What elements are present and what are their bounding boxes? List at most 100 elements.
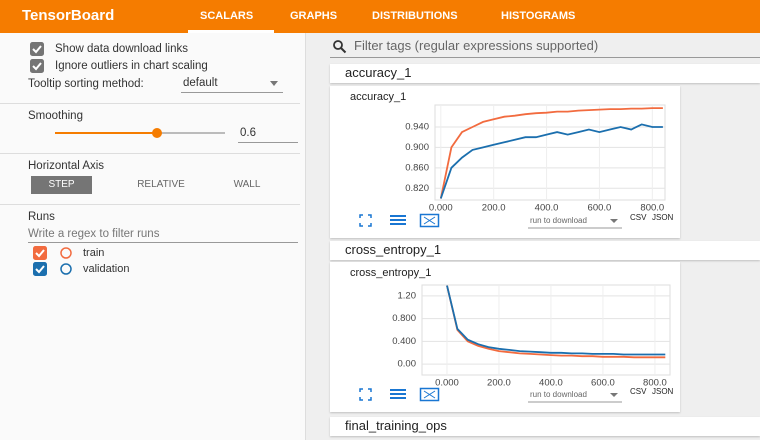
icon [419,387,440,402]
run-download-select[interactable]: run to download [530,216,587,225]
download-link[interactable]: JSON [652,387,674,396]
axis-button[interactable]: WALL [233,179,261,190]
dropdown-arrow[interactable] [610,219,618,223]
input-underline [28,242,298,243]
checkbox-box [30,42,44,56]
search-icon[interactable] [333,40,347,54]
tab[interactable]: SCALARS [200,10,254,22]
fit-domain-button[interactable] [359,214,372,227]
run-name[interactable]: validation [83,263,130,275]
run-color [60,263,72,275]
tab[interactable]: HISTOGRAMS [501,10,576,22]
checkbox-box [33,262,47,276]
checkmark [32,62,42,71]
series-line [439,123,663,199]
option-label[interactable]: Show data download links [55,43,188,55]
divider [0,204,300,205]
dropdown-arrow[interactable] [610,393,618,397]
fit-domain-button[interactable] [359,388,372,401]
input-underline [330,57,760,58]
app-title: TensorBoard [22,7,115,24]
card-header[interactable] [330,64,760,83]
checkmark [35,249,45,258]
checkmark [35,265,45,274]
plot-frame [421,284,671,376]
section-label: Runs [28,211,55,223]
download-link[interactable]: CSV [630,213,647,222]
x-tick-label: 600.0 [591,378,615,389]
sidebar [0,33,306,440]
checkbox[interactable] [33,246,47,260]
divider [0,153,300,154]
y-tick-label: 0.800 [392,313,416,324]
icon [390,393,406,395]
card-header[interactable] [330,241,760,260]
series-line [446,285,666,359]
download-link[interactable]: JSON [652,213,674,222]
x-tick-label: 800.0 [643,378,667,389]
icon [390,397,406,399]
icon [423,390,436,399]
y-tick-label: 1.20 [398,290,417,301]
axis-button[interactable]: STEP [31,176,92,194]
icon [390,219,406,221]
tab[interactable]: DISTRIBUTIONS [372,10,458,22]
tab-underline [188,30,274,33]
x-tick-label: 0.000 [435,378,459,389]
smoothing-value[interactable]: 0.6 [240,127,256,139]
plot-frame [434,104,666,201]
chart-title: cross_entropy_1 [350,267,431,279]
card-tag: accuracy_1 [345,65,412,80]
run-name[interactable]: train [83,247,105,259]
icon [359,214,372,227]
icon [359,388,372,401]
input-underline [238,142,298,143]
toggle-log-button[interactable] [390,215,406,225]
x-tick-label: 200.0 [482,203,506,214]
divider [0,103,300,104]
run-color [60,247,72,259]
toggle-log-button[interactable] [390,389,406,399]
handle [340,47,347,54]
section-label: Horizontal Axis [28,160,105,172]
run-download-select[interactable]: run to download [530,390,587,399]
run-circle [60,263,72,275]
download-link[interactable]: CSV [630,387,647,396]
x-tick-label: 800.0 [640,203,664,214]
checkbox[interactable] [30,59,44,73]
tab[interactable]: GRAPHS [290,10,338,22]
series-line [439,107,663,199]
chart-card [330,86,680,238]
tooltip-select[interactable]: default [183,77,218,89]
dropdown-arrow[interactable] [270,81,278,86]
series-line [446,285,666,356]
arrow [270,81,278,86]
card-tag: cross_entropy_1 [345,242,442,257]
x-tick-label: 200.0 [487,378,511,389]
card-header[interactable] [330,417,760,436]
x-tick-label: 0.000 [429,203,453,214]
option-label[interactable]: Ignore outliers in chart scaling [55,60,208,72]
expand-button[interactable] [419,213,440,228]
icon [390,223,406,225]
slider[interactable] [55,127,230,139]
x-tick-label: 400.0 [539,378,563,389]
x-tick-label: 400.0 [535,203,559,214]
slider-thumb[interactable] [152,128,162,138]
expand-button[interactable] [419,387,440,402]
axis-button[interactable]: RELATIVE [137,179,185,190]
section-label: Smoothing [28,110,83,122]
top-bar [0,0,760,33]
chart-card [330,262,680,412]
line-chart: cross_entropy_1 1.20 0.800 0.400 0.00 0.000 20… [350,267,674,403]
y-tick-label: 0.00 [398,359,417,370]
tag-filter[interactable]: Filter tags (regular expressions support… [354,38,599,53]
run-filter[interactable]: Write a regex to filter runs [28,228,160,240]
checkbox[interactable] [33,262,47,276]
select-underline [181,92,283,93]
lens [333,40,343,50]
icon [390,215,406,217]
checkbox[interactable] [30,42,44,56]
